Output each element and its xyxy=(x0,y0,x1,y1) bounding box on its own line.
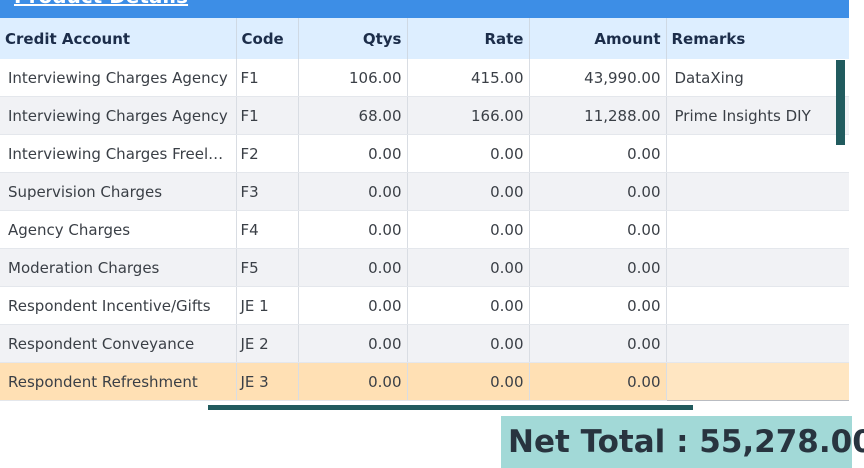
cell-code[interactable]: JE 2 xyxy=(236,324,299,363)
cell-code[interactable]: F4 xyxy=(236,210,299,249)
table-row[interactable]: Moderation Charges F5 0.00 0.00 0.00 xyxy=(0,248,849,287)
cell-code[interactable]: F1 xyxy=(236,59,299,97)
cell-rate[interactable]: 0.00 xyxy=(407,134,530,173)
remarks-edit-cell[interactable] xyxy=(665,362,849,401)
cell-qty[interactable]: 68.00 xyxy=(298,96,408,135)
cell-qty[interactable]: 0.00 xyxy=(298,324,408,363)
table-row[interactable]: Interviewing Charges Agency F1 106.00 41… xyxy=(0,59,849,97)
cell-qty[interactable]: 0.00 xyxy=(298,286,408,325)
cell-qty[interactable]: 0.00 xyxy=(298,362,408,401)
cell-remarks[interactable] xyxy=(666,248,849,287)
col-header-amount[interactable]: Amount xyxy=(529,18,667,59)
cell-amount[interactable]: 0.00 xyxy=(529,248,667,287)
cell-amount[interactable]: 0.00 xyxy=(529,324,667,363)
col-header-qtys[interactable]: Qtys xyxy=(298,18,408,59)
cell-credit-account[interactable]: Interviewing Charges Agency xyxy=(0,59,237,97)
cell-code[interactable]: F1 xyxy=(236,96,299,135)
cell-rate[interactable]: 0.00 xyxy=(407,286,530,325)
cell-credit-account[interactable]: Moderation Charges xyxy=(0,248,237,287)
cell-rate[interactable]: 0.00 xyxy=(407,324,530,363)
cell-credit-account[interactable]: Interviewing Charges Agency xyxy=(0,96,237,135)
cell-qty[interactable]: 0.00 xyxy=(298,172,408,211)
cell-remarks[interactable] xyxy=(666,210,849,249)
cell-credit-account[interactable]: Respondent Refreshment xyxy=(0,362,237,401)
cell-remarks[interactable] xyxy=(666,286,849,325)
cell-remarks[interactable] xyxy=(666,134,849,173)
cell-credit-account[interactable]: Respondent Conveyance xyxy=(0,324,237,363)
cell-qty[interactable]: 0.00 xyxy=(298,248,408,287)
table-row-selected[interactable]: Respondent Refreshment JE 3 0.00 0.00 0.… xyxy=(0,362,849,401)
cell-remarks[interactable]: DataXing xyxy=(666,59,849,97)
cell-remarks[interactable] xyxy=(666,172,849,211)
cell-credit-account[interactable]: Respondent Incentive/Gifts xyxy=(0,286,237,325)
col-header-remarks[interactable]: Remarks xyxy=(666,18,849,59)
cell-credit-account[interactable]: Interviewing Charges Freela... xyxy=(0,134,237,173)
table-row[interactable]: Interviewing Charges Freela... F2 0.00 0… xyxy=(0,134,849,173)
cell-credit-account[interactable]: Supervision Charges xyxy=(0,172,237,211)
net-total-label: Net Total : 55,278.000 xyxy=(501,416,864,468)
cell-qty[interactable]: 0.00 xyxy=(298,210,408,249)
cell-remarks[interactable]: Prime Insights DIY xyxy=(666,96,849,135)
cell-remarks[interactable] xyxy=(666,324,849,363)
cell-rate[interactable]: 0.00 xyxy=(407,210,530,249)
col-header-rate[interactable]: Rate xyxy=(407,18,530,59)
cell-amount[interactable]: 0.00 xyxy=(529,286,667,325)
cell-rate[interactable]: 415.00 xyxy=(407,59,530,97)
cell-rate[interactable]: 0.00 xyxy=(407,248,530,287)
table-row[interactable]: Interviewing Charges Agency F1 68.00 166… xyxy=(0,96,849,135)
horizontal-scrollbar-thumb[interactable] xyxy=(208,405,693,410)
table-row[interactable]: Agency Charges F4 0.00 0.00 0.00 xyxy=(0,210,849,249)
header-row: Credit Account Code Qtys Rate Amount Rem… xyxy=(0,18,849,59)
cell-code[interactable]: F3 xyxy=(236,172,299,211)
col-header-credit-account[interactable]: Credit Account xyxy=(0,18,237,59)
cell-amount[interactable]: 43,990.00 xyxy=(529,59,667,97)
cell-rate[interactable]: 0.00 xyxy=(407,362,530,401)
cell-credit-account[interactable]: Agency Charges xyxy=(0,210,237,249)
cell-code[interactable]: JE 1 xyxy=(236,286,299,325)
cell-amount[interactable]: 0.00 xyxy=(529,134,667,173)
credit-table: Credit Account Code Qtys Rate Amount Rem… xyxy=(0,18,849,401)
table-row[interactable]: Respondent Conveyance JE 2 0.00 0.00 0.0… xyxy=(0,324,849,363)
cell-code[interactable]: F2 xyxy=(236,134,299,173)
cell-rate[interactable]: 0.00 xyxy=(407,172,530,211)
col-header-code[interactable]: Code xyxy=(236,18,299,59)
cell-amount[interactable]: 11,288.00 xyxy=(529,96,667,135)
credit-account-grid[interactable]: Credit Account Code Qtys Rate Amount Rem… xyxy=(0,18,849,404)
section-title[interactable]: Product Details xyxy=(14,0,188,8)
cell-rate[interactable]: 166.00 xyxy=(407,96,530,135)
cell-code[interactable]: JE 3 xyxy=(236,362,299,401)
table-row[interactable]: Respondent Incentive/Gifts JE 1 0.00 0.0… xyxy=(0,286,849,325)
cell-qty[interactable]: 106.00 xyxy=(298,59,408,97)
vertical-scrollbar-thumb[interactable] xyxy=(836,60,845,145)
cell-qty[interactable]: 0.00 xyxy=(298,134,408,173)
cell-amount[interactable]: 0.00 xyxy=(529,210,667,249)
cell-amount[interactable]: 0.00 xyxy=(529,362,667,401)
table-row[interactable]: Supervision Charges F3 0.00 0.00 0.00 xyxy=(0,172,849,211)
section-header-bar: Product Details xyxy=(0,0,849,18)
cell-amount[interactable]: 0.00 xyxy=(529,172,667,211)
cell-code[interactable]: F5 xyxy=(236,248,299,287)
